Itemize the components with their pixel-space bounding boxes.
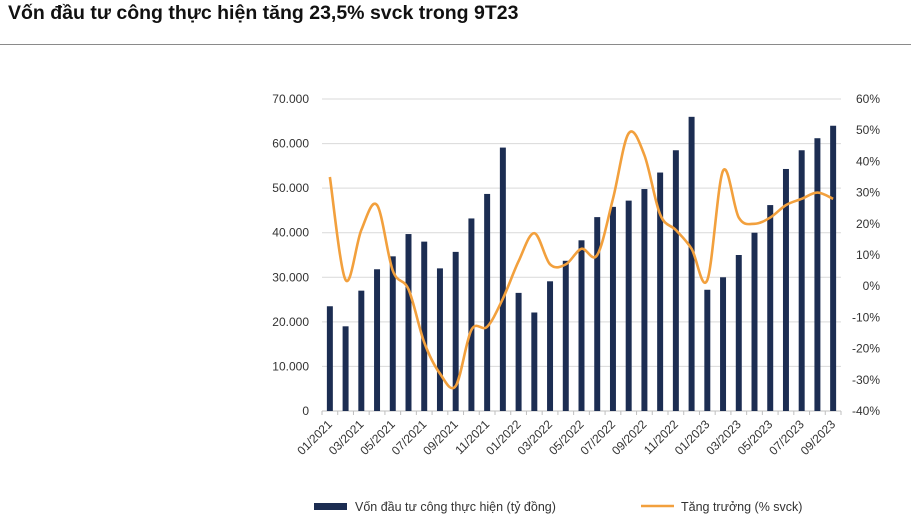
- right-axis-tick-label: -10%: [852, 310, 880, 324]
- bar: [484, 193, 491, 411]
- right-axis-tick-label: 60%: [856, 92, 880, 106]
- bar: [499, 147, 506, 411]
- bar: [814, 138, 821, 412]
- bar: [421, 241, 428, 411]
- right-axis-tick-label: -20%: [852, 342, 880, 356]
- chart-title: Vốn đầu tư công thực hiện tăng 23,5% svc…: [8, 2, 519, 24]
- growth-line: [328, 130, 834, 390]
- legend-bar-label: Vốn đầu tư công thực hiện (tỷ đồng): [355, 500, 556, 514]
- right-axis-tick-label: 0%: [863, 279, 881, 293]
- bar: [830, 125, 837, 411]
- legend-line-label: Tăng trưởng (% svck): [681, 500, 802, 514]
- bar: [625, 200, 632, 411]
- bar: [389, 256, 396, 411]
- left-axis-tick-label: 70.000: [272, 92, 309, 106]
- bar: [751, 232, 758, 411]
- right-axis-tick-label: 30%: [856, 186, 880, 200]
- right-axis-tick-label: -30%: [852, 373, 880, 387]
- bar: [735, 255, 742, 411]
- bar: [578, 240, 585, 411]
- bar: [515, 292, 522, 411]
- right-axis-tick-label: 50%: [856, 123, 880, 137]
- left-axis-tick-label: 30.000: [272, 270, 309, 284]
- bar: [641, 189, 648, 411]
- left-axis-tick-label: 0: [302, 404, 309, 418]
- x-axis-tick-label: 09/2021: [420, 417, 461, 458]
- bar: [594, 217, 601, 411]
- title-divider: [0, 44, 911, 45]
- bar: [782, 168, 789, 411]
- bar: [609, 206, 616, 411]
- bar: [688, 116, 695, 411]
- x-axis-tick-label: 09/2022: [609, 417, 650, 458]
- left-axis-tick-label: 20.000: [272, 315, 309, 329]
- legend-bar-swatch: [314, 503, 347, 510]
- bar: [374, 269, 381, 411]
- bar: [672, 150, 679, 411]
- bar: [342, 326, 349, 411]
- x-axis-tick-label: 09/2023: [798, 417, 839, 458]
- right-axis-tick-label: -40%: [852, 404, 880, 418]
- bar: [720, 277, 727, 411]
- bar: [436, 268, 443, 411]
- bar: [326, 306, 333, 411]
- left-axis-tick-label: 40.000: [272, 226, 309, 240]
- bar: [358, 290, 365, 411]
- bar: [798, 150, 805, 411]
- right-axis-tick-label: 20%: [856, 217, 880, 231]
- bar: [562, 260, 569, 411]
- bar: [767, 205, 774, 411]
- bar: [704, 289, 711, 411]
- right-axis-tick-label: 40%: [856, 154, 880, 168]
- legend: Vốn đầu tư công thực hiện (tỷ đồng) Tăng…: [314, 500, 802, 514]
- bar: [452, 251, 459, 411]
- bar: [531, 312, 538, 411]
- bar: [468, 218, 475, 411]
- left-axis-tick-label: 10.000: [272, 359, 309, 373]
- bar: [657, 172, 664, 411]
- right-axis-tick-label: 10%: [856, 248, 880, 262]
- bar: [547, 281, 554, 411]
- bar: [405, 234, 412, 411]
- left-axis-tick-label: 50.000: [272, 181, 309, 195]
- left-axis-tick-label: 60.000: [272, 137, 309, 151]
